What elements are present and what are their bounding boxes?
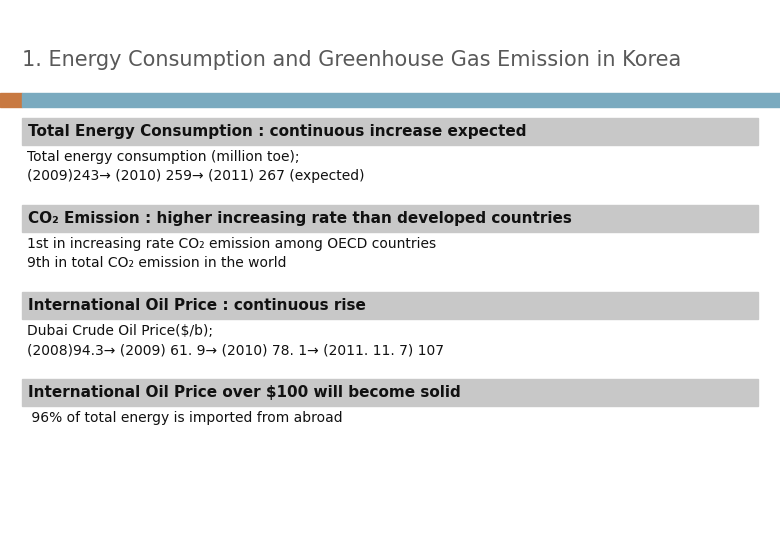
Text: CO₂ Emission : higher increasing rate than developed countries: CO₂ Emission : higher increasing rate th… [28, 211, 572, 226]
Text: International Oil Price : continuous rise: International Oil Price : continuous ris… [28, 298, 366, 313]
Bar [0, 93, 22, 107]
Text: Total Energy Consumption : continuous increase expected: Total Energy Consumption : continuous in… [28, 124, 526, 139]
Text: (2008)94.3→ (2009) 61. 9→ (2010) 78. 1→ (2011. 11. 7) 107: (2008)94.3→ (2009) 61. 9→ (2010) 78. 1→ … [27, 343, 444, 357]
Text: Dubai Crude Oil Price($/b);: Dubai Crude Oil Price($/b); [27, 324, 213, 338]
Bar [22, 379, 758, 406]
Text: 1. Energy Consumption and Greenhouse Gas Emission in Korea: 1. Energy Consumption and Greenhouse Gas… [22, 50, 681, 70]
Bar [22, 292, 758, 319]
Text: Total energy consumption (million toe);: Total energy consumption (million toe); [27, 150, 300, 164]
Text: 1st in increasing rate CO₂ emission among OECD countries: 1st in increasing rate CO₂ emission amon… [27, 237, 436, 251]
Bar [22, 118, 758, 145]
Text: (2009)243→ (2010) 259→ (2011) 267 (expected): (2009)243→ (2010) 259→ (2011) 267 (expec… [27, 169, 364, 183]
Bar [22, 205, 758, 232]
Bar [22, 93, 780, 107]
Text: International Oil Price over $100 will become solid: International Oil Price over $100 will b… [28, 385, 461, 400]
Text: 96% of total energy is imported from abroad: 96% of total energy is imported from abr… [27, 411, 342, 425]
Text: 9th in total CO₂ emission in the world: 9th in total CO₂ emission in the world [27, 256, 286, 270]
